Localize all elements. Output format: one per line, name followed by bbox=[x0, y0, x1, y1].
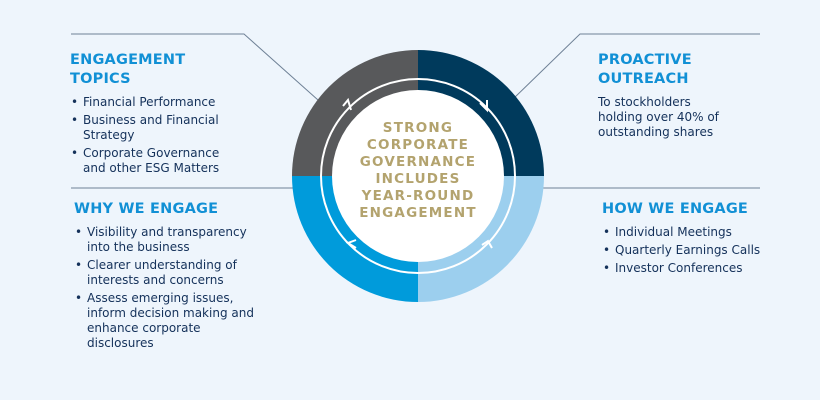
how-we-engage-panel: HOW WE ENGAGE Individual Meetings Quarte… bbox=[602, 200, 782, 279]
center-circle bbox=[332, 90, 504, 262]
why-we-engage-list: Visibility and transparency into the bus… bbox=[74, 225, 254, 351]
arrow-icon bbox=[481, 239, 493, 249]
center-line: YEAR-ROUND bbox=[361, 188, 475, 204]
why-we-engage-panel: WHY WE ENGAGE Visibility and transparenc… bbox=[74, 200, 254, 354]
description-line: outstanding shares bbox=[598, 125, 714, 139]
center-line: ENGAGEMENT bbox=[359, 205, 477, 221]
how-we-engage-list: Individual Meetings Quarterly Earnings C… bbox=[602, 225, 782, 276]
list-item: Business and Financial Strategy bbox=[70, 113, 270, 143]
description-line: holding over 40% of bbox=[598, 110, 719, 124]
list-item: Clearer understanding of interests and c… bbox=[74, 258, 254, 288]
title-line: TOPICS bbox=[70, 71, 131, 87]
title-line: ENGAGEMENT bbox=[70, 52, 186, 68]
list-item: Investor Conferences bbox=[602, 261, 782, 276]
arrow-icon bbox=[342, 97, 352, 111]
connector-engagement-topics bbox=[71, 33, 319, 101]
engagement-topics-list: Financial Performance Business and Finan… bbox=[70, 95, 270, 176]
engagement-topics-title: ENGAGEMENT TOPICS bbox=[70, 51, 270, 89]
list-item: Individual Meetings bbox=[602, 225, 782, 240]
arrow-icon bbox=[479, 100, 488, 113]
connector-lines bbox=[71, 33, 760, 189]
center-line: CORPORATE bbox=[366, 137, 470, 153]
center-line: STRONG bbox=[382, 120, 454, 136]
list-item: Corporate Governance and other ESG Matte… bbox=[70, 146, 243, 176]
arrow-icon bbox=[345, 239, 357, 249]
cycle-arrows bbox=[342, 97, 493, 249]
list-item: Visibility and transparency into the bus… bbox=[74, 225, 254, 255]
cycle-ring bbox=[320, 78, 516, 274]
center-statement: STRONG CORPORATE GOVERNANCE INCLUDES YEA… bbox=[338, 120, 498, 222]
description-line: To stockholders bbox=[598, 95, 691, 109]
proactive-outreach-panel: PROACTIVE OUTREACH To stockholders holdi… bbox=[598, 51, 778, 140]
proactive-outreach-description: To stockholders holding over 40% of outs… bbox=[598, 95, 778, 140]
center-line: INCLUDES bbox=[375, 171, 461, 187]
list-item: Financial Performance bbox=[70, 95, 270, 110]
how-we-engage-title: HOW WE ENGAGE bbox=[602, 201, 749, 217]
list-item: Assess emerging issues, inform decision … bbox=[74, 291, 254, 351]
why-we-engage-title: WHY WE ENGAGE bbox=[74, 201, 219, 217]
connector-proactive-outreach bbox=[511, 33, 760, 101]
quadrant-ring bbox=[292, 50, 544, 302]
center-line: GOVERNANCE bbox=[359, 154, 477, 170]
list-item: Quarterly Earnings Calls bbox=[602, 243, 782, 258]
engagement-topics-panel: ENGAGEMENT TOPICS Financial Performance … bbox=[70, 51, 270, 179]
proactive-outreach-title: PROACTIVE OUTREACH bbox=[598, 52, 692, 87]
